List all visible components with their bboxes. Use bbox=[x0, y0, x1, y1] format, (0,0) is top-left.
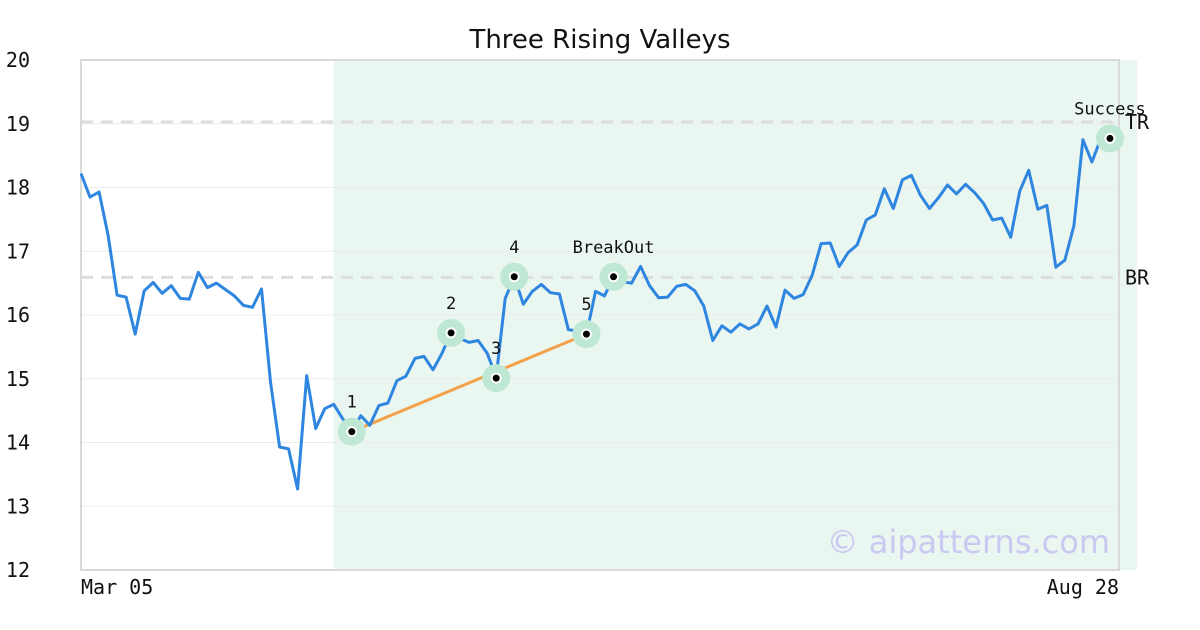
marker-dot bbox=[447, 329, 455, 337]
marker-dot bbox=[348, 428, 356, 436]
point-label: 2 bbox=[446, 294, 456, 314]
y-tick-label: 19 bbox=[6, 112, 30, 136]
marker-dot bbox=[492, 374, 500, 382]
y-tick-label: 16 bbox=[6, 303, 30, 327]
level-label-tr: TR bbox=[1125, 110, 1150, 134]
point-label: Success bbox=[1074, 99, 1146, 119]
y-tick-label: 20 bbox=[6, 48, 30, 72]
marker-dot bbox=[610, 273, 618, 281]
y-axis-tick-labels: 12 13 14 15 16 17 18 19 20 bbox=[6, 48, 30, 582]
y-tick-label: 17 bbox=[6, 239, 30, 263]
point-label: 1 bbox=[347, 393, 357, 413]
watermark-text: © aipatterns.com bbox=[827, 523, 1110, 561]
y-tick-label: 18 bbox=[6, 176, 30, 200]
level-lines: TR BR bbox=[81, 110, 1150, 289]
valley-trendline bbox=[351, 332, 588, 434]
point-label: 4 bbox=[509, 238, 519, 258]
y-tick-label: 12 bbox=[6, 558, 30, 582]
marker-dot bbox=[582, 330, 590, 338]
level-label-br: BR bbox=[1125, 265, 1150, 289]
plot-frame bbox=[80, 59, 1120, 571]
x-tick-label-start: Mar 05 bbox=[81, 575, 153, 599]
point-label: 3 bbox=[491, 339, 501, 359]
chart-title: Three Rising Valleys bbox=[468, 25, 730, 55]
price-series-line bbox=[79, 134, 1120, 491]
pattern-point-markers: 1 2 3 4 5 BreakOut Success bbox=[337, 99, 1146, 446]
x-tick-label-end: Aug 28 bbox=[1047, 575, 1119, 599]
y-tick-label: 15 bbox=[6, 367, 30, 391]
y-tick-label: 14 bbox=[6, 431, 30, 455]
point-label: BreakOut bbox=[573, 238, 655, 258]
y-tick-label: 13 bbox=[6, 494, 30, 518]
marker-dot bbox=[1106, 134, 1114, 142]
point-label: 5 bbox=[581, 295, 591, 315]
marker-dot bbox=[510, 273, 518, 281]
